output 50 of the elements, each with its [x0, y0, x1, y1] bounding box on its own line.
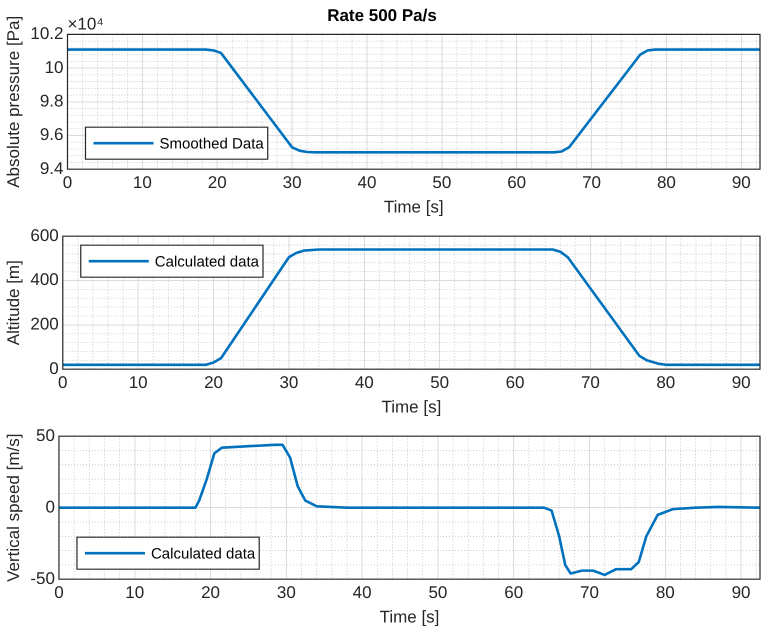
x-tick-label: 40 — [352, 583, 372, 602]
x-axis-title: Time [s] — [384, 197, 444, 216]
x-tick-label: 50 — [428, 583, 448, 602]
y-axis-title: Vertical speed [m/s] — [4, 434, 23, 582]
y-tick-label: 50 — [36, 426, 55, 445]
y-tick-label: 9.4 — [40, 158, 64, 178]
x-tick-label: 50 — [432, 173, 452, 192]
x-tick-label: 90 — [732, 373, 751, 392]
x-tick-label: 70 — [582, 173, 602, 192]
x-tick-label: 10 — [128, 373, 148, 392]
chart-title: Rate 500 Pa/s — [327, 6, 437, 25]
y-axis-title: Absolute pressure [Pa] — [4, 16, 23, 188]
x-tick-label: 10 — [132, 173, 152, 192]
x-tick-label: 80 — [656, 173, 676, 192]
y-tick-label: 0 — [46, 497, 55, 516]
x-tick-label: 30 — [276, 583, 296, 602]
y-tick-label: 10 — [44, 58, 64, 77]
x-axis-title: Time [s] — [380, 607, 440, 626]
x-tick-label: 70 — [580, 583, 599, 602]
x-tick-label: 50 — [430, 373, 450, 392]
x-tick-label: 30 — [282, 173, 302, 192]
x-tick-label: 70 — [580, 373, 600, 392]
x-tick-label: 60 — [506, 373, 524, 392]
y-tick-label: 10.2 — [30, 24, 64, 44]
y-tick-label: 600 — [30, 226, 59, 245]
x-tick-label: 20 — [204, 373, 223, 392]
x-tick-label: 10 — [125, 583, 144, 602]
y-tick-label: 200 — [30, 314, 59, 334]
y-tick-label: 0 — [49, 358, 59, 378]
x-tick-label: 80 — [656, 583, 675, 602]
y-tick-label: -50 — [30, 568, 55, 588]
x-axis-title: Time [s] — [381, 397, 442, 416]
legend-label: Calculated data — [154, 253, 260, 270]
x-tick-label: 20 — [208, 173, 227, 192]
legend-label: Smoothed Data — [159, 135, 264, 152]
y-axis-title: Altitude [m] — [4, 260, 23, 346]
y-tick-label: 9.6 — [40, 125, 64, 144]
x-tick-label: 30 — [279, 373, 298, 392]
x-tick-label: 90 — [732, 583, 751, 602]
legend-label: Calculated data — [150, 545, 256, 562]
x-tick-label: 40 — [357, 173, 376, 192]
x-tick-label: 60 — [507, 173, 526, 192]
y-tick-label: 400 — [30, 270, 59, 290]
text: ×10⁴ — [67, 14, 104, 34]
x-tick-label: 40 — [354, 373, 374, 392]
x-tick-label: 20 — [201, 583, 220, 602]
x-tick-label: 80 — [656, 373, 676, 392]
x-tick-label: 60 — [504, 583, 524, 602]
x-tick-label: 90 — [732, 173, 751, 192]
y-tick-label: 9.8 — [40, 91, 64, 110]
